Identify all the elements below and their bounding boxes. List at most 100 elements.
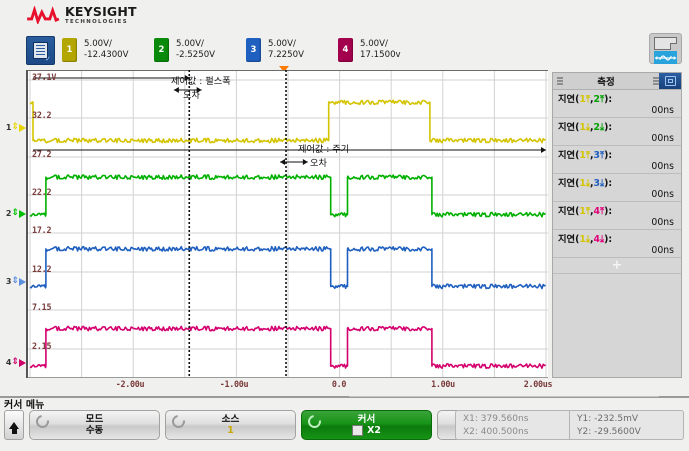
- period-error-arrow: [280, 159, 308, 165]
- measurement-row[interactable]: 지연(1⤒,3⤒): 00ns: [553, 146, 681, 174]
- channel-3-values: 5.00V/7.2250V: [268, 39, 328, 62]
- measurement-value-5: 00ns: [651, 245, 674, 256]
- edge-fall-icon: ⤓: [599, 122, 605, 133]
- ground-marker-ch2[interactable]: 2 ⇕: [6, 209, 26, 218]
- brand-name: KEYSIGHT: [65, 4, 137, 19]
- measurement-row[interactable]: 지연(1⤓,2⤓): 00ns: [553, 118, 681, 146]
- add-measurement-button[interactable]: +: [553, 258, 681, 274]
- edge-rise-icon: ⤒: [599, 206, 605, 217]
- measurement-row[interactable]: 지연(1⤓,4⤓): 00ns: [553, 230, 681, 258]
- brand-sub: TECHNOLOGIES: [65, 18, 128, 25]
- channel-3-settings[interactable]: 3 5.00V/7.2250V: [246, 38, 328, 62]
- channel-4-badge[interactable]: 4: [338, 38, 353, 62]
- cursor-x-readout: X1: 379.560ns X2: 400.500ns: [456, 411, 569, 439]
- edge-rise-icon: ⤒: [599, 94, 605, 105]
- ground-triangle-icon: [19, 277, 26, 286]
- ground-marker-ch1[interactable]: 1 ⇕: [6, 123, 26, 132]
- y-axis-label-0: 37.1V: [32, 72, 57, 82]
- source-button[interactable]: 소스 1: [165, 410, 296, 440]
- annotation-0: 제어값 : 펄스폭 오차: [171, 73, 231, 101]
- waveform-channel-3: [29, 245, 546, 290]
- channel-1-offset: -12.4300V: [84, 50, 129, 60]
- annotation-1-title: 제어값 : 주기: [298, 144, 350, 155]
- measurement-label-0: 지연(1⤒,2⤒):: [558, 94, 613, 105]
- channel-3-offset: 7.2250V: [268, 50, 304, 60]
- channel-2-badge[interactable]: 2: [154, 38, 169, 62]
- menu-list-icon[interactable]: ✓: [26, 35, 55, 65]
- channel-2-scale: 5.00V/: [176, 38, 204, 49]
- measurement-panel-header: 측정: [553, 73, 681, 90]
- screen-icon: [654, 37, 677, 50]
- pulse-width-error-arrow: [173, 87, 202, 93]
- waveform-display[interactable]: 37.1V 32.2 27.2 22.2 17.2 12.2 7.15 2.15: [26, 70, 548, 378]
- channel-2-settings[interactable]: 2 5.00V/-2.5250V: [154, 38, 236, 62]
- ground-marker-label: 2: [5, 208, 12, 218]
- cursor-y1-value: Y1: -232.5mV: [577, 414, 639, 424]
- channel-1-scale: 5.00V/: [84, 38, 112, 49]
- channel-settings-bar: ✓ 1 5.00V/-12.4300V 2 5.00V/-2.5250V 3 5.00V/…: [26, 35, 430, 65]
- mode-button[interactable]: 모드 수동: [29, 410, 160, 440]
- channel-3-badge[interactable]: 3: [246, 38, 261, 62]
- ground-marker-ch4[interactable]: 4 ⇕: [6, 358, 26, 367]
- measurement-value-2: 00ns: [651, 161, 674, 172]
- x-axis-label-0: -2.00u: [115, 379, 145, 389]
- measurement-value-3: 00ns: [651, 189, 674, 200]
- y-axis-label-3: 22.2: [32, 187, 52, 197]
- keysight-wave-icon: [27, 6, 60, 25]
- annotation-1-sub: 오차: [310, 158, 327, 169]
- x-axis-label-1: -1.00u: [219, 379, 249, 389]
- y-axis-label-6: 7.15: [32, 302, 52, 312]
- cursor-label: 커서: [357, 414, 376, 425]
- cursor-readout: X1: 379.560ns X2: 400.500ns Y1: -232.5mV…: [455, 410, 684, 440]
- measurement-panel[interactable]: 측정 지연(1⤒,2⤒): 00ns 지연(1⤓,2⤓): 00ns 지연(1⤒,3⤒)…: [552, 72, 682, 378]
- waveform-icon: [654, 51, 677, 64]
- bottom-control-bar: 커서 메뉴 모드 수동 소스 1 커서 X2: [0, 396, 689, 451]
- edge-fall-icon: ⤓: [599, 178, 605, 189]
- ground-arrow-icon: ⇕: [11, 208, 19, 218]
- y-axis-label-1: 32.2: [32, 110, 52, 120]
- cursor-button[interactable]: 커서 X2: [301, 410, 432, 440]
- channel-1-badge[interactable]: 1: [62, 38, 77, 62]
- measurement-panel-title: 측정: [597, 77, 615, 88]
- measurement-panel-icon[interactable]: [659, 73, 681, 89]
- annotation-0-title: 제어값 : 펄스폭: [171, 76, 231, 87]
- measurement-label-3: 지연(1⤓,3⤓):: [558, 178, 613, 189]
- measurement-row[interactable]: 지연(1⤒,4⤒): 00ns: [553, 202, 681, 230]
- measurement-value-4: 00ns: [651, 217, 674, 228]
- knob-icon: [169, 412, 188, 431]
- ground-marker-ch3[interactable]: 3 ⇕: [6, 277, 26, 286]
- measurement-row[interactable]: 지연(1⤓,3⤓): 00ns: [553, 174, 681, 202]
- up-arrow-icon: [9, 421, 19, 434]
- cursor-y2-value: Y2: -29.5600V: [577, 426, 641, 437]
- edge-rise-icon: ⤒: [599, 150, 605, 161]
- source-label: 소스: [221, 414, 240, 425]
- back-button[interactable]: [4, 410, 24, 440]
- measurement-label-1: 지연(1⤓,2⤓):: [558, 122, 613, 133]
- acquisition-mode-button[interactable]: [649, 33, 682, 64]
- y-axis-label-2: 27.2: [32, 149, 52, 159]
- edge-rise-icon: ⤒: [585, 150, 590, 161]
- x-axis-label-4: 2.00us: [523, 379, 553, 389]
- channel-4-scale: 5.00V/: [360, 38, 388, 49]
- cursor-checkbox[interactable]: [352, 425, 364, 436]
- trigger-position-marker[interactable]: [279, 66, 289, 72]
- edge-rise-icon: ⤒: [585, 94, 590, 105]
- waveform-channel-2: [29, 174, 546, 218]
- grip-icon-right: [649, 77, 659, 85]
- cursor-y-readout: Y1: -232.5mV Y2: -29.5600V: [569, 411, 683, 439]
- ground-marker-label: 4: [5, 357, 12, 367]
- channel-4-settings[interactable]: 4 5.00V/17.1500v: [338, 38, 420, 62]
- cursor-value-wrap: X2: [352, 425, 381, 436]
- measurement-row[interactable]: 지연(1⤒,2⤒): 00ns: [553, 90, 681, 118]
- measurement-value-1: 00ns: [651, 133, 674, 144]
- channel-2-values: 5.00V/-2.5250V: [176, 39, 236, 62]
- edge-fall-icon: ⤓: [585, 234, 590, 245]
- channel-1-settings[interactable]: 1 5.00V/-12.4300V: [62, 38, 144, 62]
- ground-triangle-icon: [19, 358, 26, 367]
- menu-lines-icon: [33, 41, 48, 59]
- ground-marker-label: 3: [5, 276, 12, 286]
- cursor-value: X2: [367, 425, 381, 436]
- waveform-channel-4: [29, 325, 546, 369]
- check-icon: ✓: [45, 54, 51, 63]
